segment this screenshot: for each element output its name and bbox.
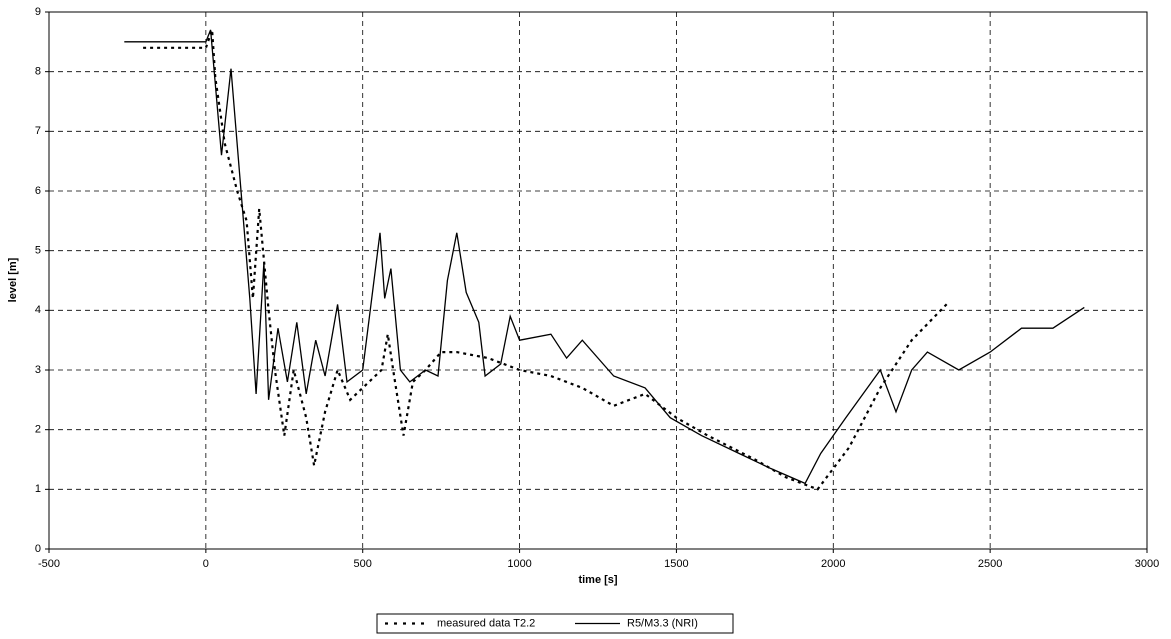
x-tick-label: 2000: [821, 558, 845, 570]
legend-label: measured data T2.2: [437, 617, 535, 629]
x-tick-label: 1000: [507, 558, 531, 570]
legend-box: [376, 613, 734, 634]
y-axis-label: level [m]: [7, 257, 19, 302]
y-tick-label: 6: [35, 185, 41, 197]
y-tick-label: 2: [35, 424, 41, 436]
x-tick-label: 3000: [1135, 558, 1159, 570]
y-tick-label: 4: [35, 304, 41, 316]
x-tick-label: 1500: [664, 558, 688, 570]
y-tick-label: 0: [35, 543, 41, 555]
y-tick-label: 9: [35, 6, 41, 18]
plot-area: [48, 11, 1148, 550]
x-tick-label: -500: [38, 558, 60, 570]
y-tick-label: 1: [35, 483, 41, 495]
y-tick-label: 8: [35, 66, 41, 78]
y-tick-label: 7: [35, 125, 41, 137]
y-tick-label: 5: [35, 245, 41, 257]
x-tick-label: 0: [203, 558, 209, 570]
data-line: [124, 29, 1085, 485]
legend-label: R5/M3.3 (NRI): [627, 617, 698, 629]
y-tick-label: 3: [35, 364, 41, 376]
x-axis-label: time [s]: [578, 574, 617, 586]
x-tick-label: 500: [354, 558, 372, 570]
x-tick-label: 2500: [978, 558, 1002, 570]
